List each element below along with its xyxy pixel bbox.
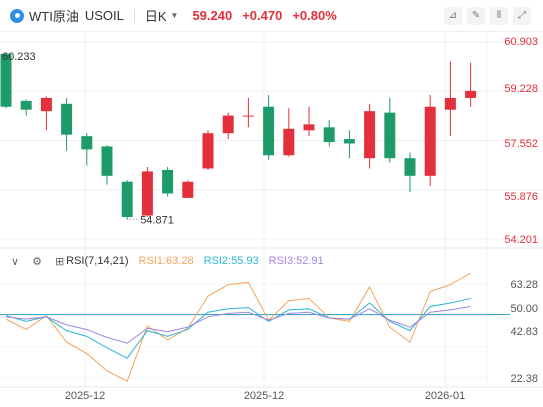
- date-tick: 2025-12: [244, 390, 284, 402]
- period-selector[interactable]: 日K: [144, 9, 167, 24]
- high-price-label: 60.233: [2, 51, 36, 63]
- candle-body: [343, 139, 355, 144]
- candle-body: [141, 171, 153, 216]
- candle-body: [444, 97, 456, 110]
- fullscreen-icon[interactable]: ⤢: [513, 7, 531, 25]
- kline-chart[interactable]: 60.903 59.228 57.552 55.876 54.201 60.23…: [0, 32, 543, 407]
- rsi-series: [5, 272, 471, 382]
- candle-body: [364, 111, 376, 159]
- price-tick: 57.552: [504, 138, 538, 150]
- quote-header: WTI原油 USOIL 日K ▼ 59.240 +0.470 +0.80% ⊿ …: [0, 0, 543, 32]
- candlestick-series: [0, 52, 477, 220]
- price-tick: 54.201: [504, 234, 538, 246]
- add-indicator-icon[interactable]: ⊞: [54, 255, 65, 268]
- price-tick: 60.903: [504, 36, 538, 48]
- candle-body: [424, 106, 436, 176]
- candle-body: [202, 133, 214, 169]
- rsi3-value: RSI3:52.91: [268, 255, 324, 267]
- candle-body: [162, 169, 174, 194]
- draw-icon[interactable]: ✎: [467, 7, 485, 25]
- chevron-down-icon[interactable]: ▼: [170, 11, 179, 20]
- rsi-axis: 63.28 50.00 42.83 22.38: [510, 279, 538, 385]
- candle-body: [81, 136, 93, 150]
- candle-body: [263, 106, 275, 156]
- chart-grid: [0, 32, 543, 388]
- candle-body: [222, 115, 234, 134]
- candle-body: [20, 100, 32, 110]
- header-divider: [133, 8, 135, 23]
- rsi-tick: 42.83: [510, 326, 538, 338]
- price-change: +0.470: [242, 8, 283, 23]
- date-axis: 2025-12 2025-12 2026-01: [65, 390, 465, 402]
- commodity-icon: [10, 8, 24, 23]
- candle-body: [121, 181, 133, 217]
- rsi-line-rsi3: [5, 305, 471, 344]
- date-tick: 2026-01: [425, 390, 465, 402]
- candle-body: [283, 128, 295, 156]
- chart-toolbar: ⊿ ✎ ⫴ ⤢: [439, 7, 531, 25]
- candle-body: [465, 90, 477, 98]
- candle-body: [182, 181, 194, 198]
- candle-body: [303, 124, 315, 131]
- price-tick: 55.876: [504, 191, 538, 203]
- candle-body: [101, 146, 113, 176]
- candle-body: [61, 103, 73, 135]
- rsi-line-rsi1: [5, 272, 471, 382]
- instrument-code: USOIL: [84, 8, 124, 23]
- candle-body: [242, 115, 254, 117]
- indicator-icon[interactable]: ⊿: [444, 7, 462, 25]
- price-change-percent: +0.80%: [292, 8, 337, 23]
- date-tick: 2025-12: [65, 390, 105, 402]
- rsi-tick: 50.00: [510, 303, 538, 315]
- price-tick: 59.228: [504, 83, 538, 95]
- low-price-label: 54.871: [140, 214, 174, 226]
- last-price: 59.240: [192, 8, 233, 23]
- gear-icon[interactable]: ⚙: [32, 255, 42, 268]
- rsi1-value: RSI1:63.28: [138, 255, 194, 267]
- rsi-title: RSI(7,14,21): [66, 255, 129, 267]
- candle-body: [323, 127, 335, 143]
- rsi2-value: RSI2:55.93: [203, 255, 259, 267]
- candle-body: [0, 53, 12, 107]
- candle-body: [40, 97, 52, 112]
- rsi-tick: 63.28: [510, 279, 538, 291]
- candle-body: [384, 112, 396, 159]
- instrument-name: WTI原油: [29, 9, 79, 24]
- candle-style-icon[interactable]: ⫴: [490, 7, 508, 25]
- rsi-legend: ∨ ⚙ ⊞ RSI(7,14,21) RSI1:63.28 RSI2:55.93…: [0, 252, 324, 270]
- candle-body: [404, 158, 416, 176]
- rsi-tick: 22.38: [510, 373, 538, 385]
- collapse-icon[interactable]: ∨: [11, 255, 20, 268]
- price-axis: 60.903 59.228 57.552 55.876 54.201: [504, 36, 538, 246]
- rsi-line-rsi2: [5, 297, 471, 359]
